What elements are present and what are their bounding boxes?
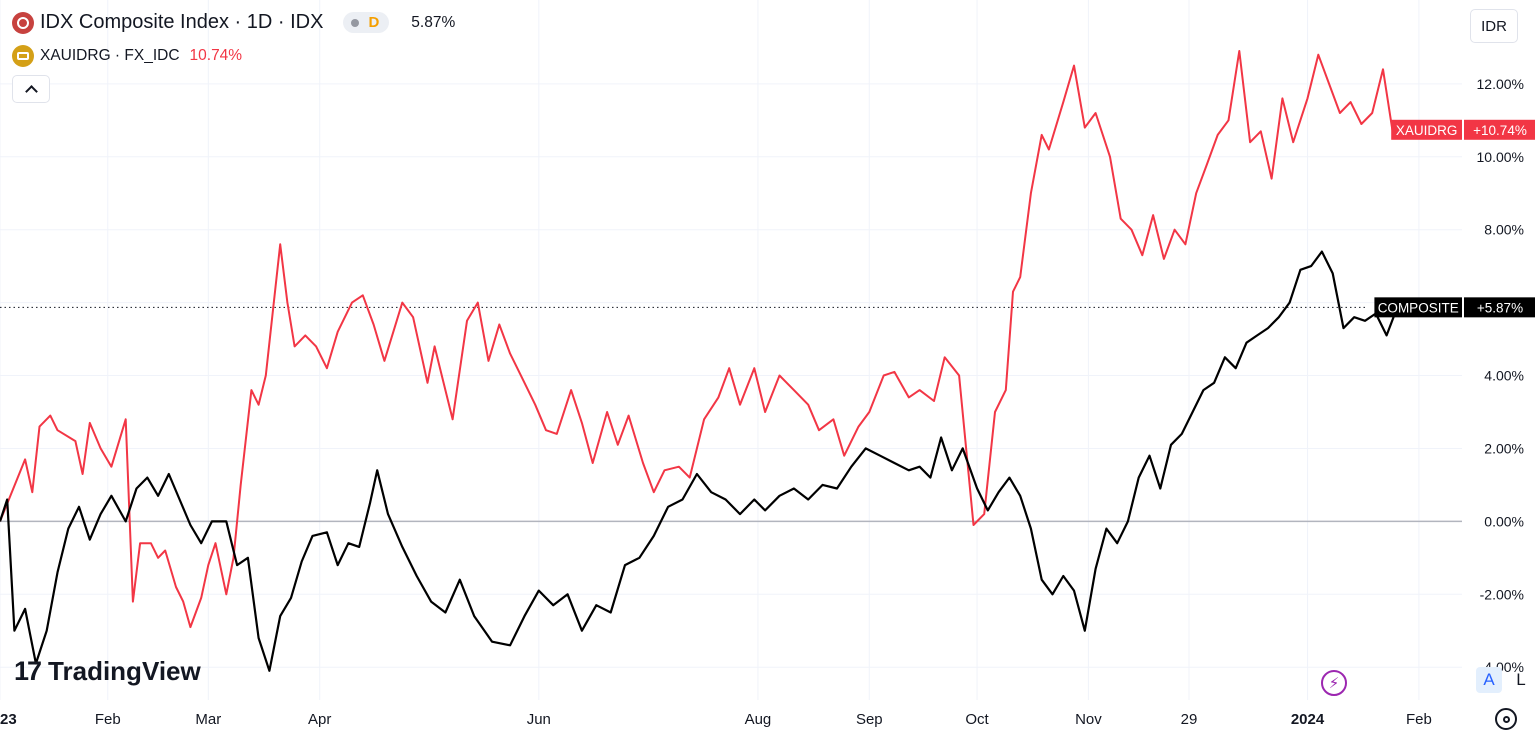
vertical-gridlines <box>0 0 1420 700</box>
x-tick-label: Sep <box>856 711 883 728</box>
x-tick-label: Oct <box>965 711 989 728</box>
x-tick-label: 2023 <box>0 711 17 728</box>
y-tick-label: 8.00% <box>1484 222 1524 238</box>
auto-scale-button[interactable]: A <box>1476 667 1502 693</box>
series-value-tag <box>1464 297 1535 318</box>
x-tick-label: Feb <box>1406 711 1432 728</box>
compare-symbol-title: XAUIDRG · FX_IDC <box>40 47 180 64</box>
main-symbol-legend[interactable]: IDX Composite Index · 1D · IDX D 5.87% <box>12 11 455 34</box>
y-tick-label: -2.00% <box>1480 586 1524 602</box>
x-tick-label: 29 <box>1181 711 1198 728</box>
x-tick-label: 2024 <box>1291 711 1325 728</box>
gold-logo-icon <box>12 45 34 67</box>
collapse-legend-button[interactable] <box>12 75 50 103</box>
currency-button[interactable]: IDR <box>1470 9 1518 43</box>
x-tick-label: Mar <box>195 711 221 728</box>
interval-label: D <box>368 14 380 31</box>
tradingview-logo: 17 TradingView <box>14 656 201 687</box>
composite-series-line <box>0 250 1399 672</box>
time-axis[interactable]: 2023 Feb Mar Apr Jun Aug Sep Oct Nov 29 2024 Feb <box>0 711 1432 728</box>
y-tick-label: 10.00% <box>1477 149 1524 165</box>
interval-badge[interactable]: D <box>343 12 390 33</box>
xauidrg-series-line <box>0 50 1402 629</box>
series-price-labels: XAUIDRG +10.74% COMPOSITE +5.87% <box>1374 119 1535 318</box>
compare-symbol-legend[interactable]: XAUIDRG · FX_IDC 10.74% <box>12 45 242 67</box>
y-tick-label: 0.00% <box>1484 513 1524 529</box>
tradingview-mark-icon: 17 <box>14 656 42 686</box>
x-tick-label: Jun <box>527 711 551 728</box>
log-scale-button[interactable]: L <box>1516 670 1526 689</box>
tradingview-wordmark: TradingView <box>48 656 201 686</box>
idx-logo-icon <box>12 11 34 34</box>
series-value-tag <box>1464 119 1535 140</box>
main-symbol-title: IDX Composite Index · 1D · IDX <box>40 11 324 33</box>
series-name-label: XAUIDRG <box>1396 123 1458 138</box>
series-name-tag <box>1391 119 1462 140</box>
series-name-tag <box>1374 297 1462 318</box>
gear-icon[interactable] <box>1495 708 1517 730</box>
y-tick-label: 12.00% <box>1477 76 1524 92</box>
x-tick-label: Aug <box>745 711 772 728</box>
chevron-up-icon <box>24 84 38 98</box>
x-tick-label: Nov <box>1075 711 1102 728</box>
lightning-icon[interactable]: ⚡ <box>1321 670 1347 696</box>
market-status-dot-icon <box>351 18 360 27</box>
x-tick-label: Feb <box>95 711 121 728</box>
y-tick-label: 2.00% <box>1484 440 1524 456</box>
compare-change-value: 10.74% <box>189 47 243 64</box>
series-value-label: +10.74% <box>1473 123 1527 138</box>
price-axis[interactable]: 12.00%10.00%8.00%6.00%4.00%2.00%0.00%-2.… <box>1477 76 1524 675</box>
main-change-value: 5.87% <box>411 13 456 31</box>
y-tick-label: 4.00% <box>1484 368 1524 384</box>
series-name-label: COMPOSITE <box>1378 300 1459 315</box>
series-value-label: +5.87% <box>1477 300 1523 315</box>
x-tick-label: Apr <box>308 711 331 728</box>
